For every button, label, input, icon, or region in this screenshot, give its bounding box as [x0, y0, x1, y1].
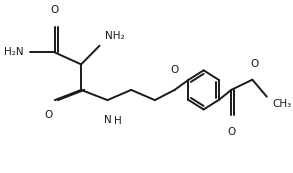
Text: O: O [227, 127, 235, 137]
Text: NH₂: NH₂ [105, 31, 125, 41]
Text: CH₃: CH₃ [272, 98, 292, 108]
Text: O: O [51, 5, 59, 15]
Text: H: H [114, 116, 122, 126]
Text: N: N [104, 115, 111, 125]
Text: H₂N: H₂N [4, 47, 23, 57]
Text: O: O [251, 59, 259, 69]
Text: O: O [44, 110, 52, 120]
Text: O: O [171, 65, 179, 75]
